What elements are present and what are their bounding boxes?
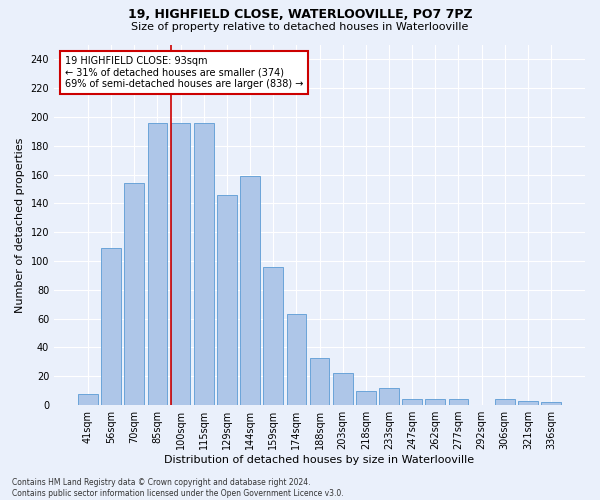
Bar	[402, 400, 422, 405]
Bar	[518, 401, 538, 405]
Bar	[171, 123, 190, 405]
Bar	[217, 195, 237, 405]
Bar	[379, 388, 399, 405]
Bar	[240, 176, 260, 405]
Text: 19, HIGHFIELD CLOSE, WATERLOOVILLE, PO7 7PZ: 19, HIGHFIELD CLOSE, WATERLOOVILLE, PO7 …	[128, 8, 472, 20]
Bar	[449, 400, 468, 405]
Bar	[78, 394, 98, 405]
Bar	[356, 390, 376, 405]
Bar	[101, 248, 121, 405]
Bar	[310, 358, 329, 405]
Text: Contains HM Land Registry data © Crown copyright and database right 2024.
Contai: Contains HM Land Registry data © Crown c…	[12, 478, 344, 498]
Bar	[425, 400, 445, 405]
Bar	[541, 402, 561, 405]
Bar	[495, 400, 515, 405]
Text: 19 HIGHFIELD CLOSE: 93sqm
← 31% of detached houses are smaller (374)
69% of semi: 19 HIGHFIELD CLOSE: 93sqm ← 31% of detac…	[65, 56, 303, 89]
Y-axis label: Number of detached properties: Number of detached properties	[15, 138, 25, 312]
Bar	[287, 314, 306, 405]
Text: Size of property relative to detached houses in Waterlooville: Size of property relative to detached ho…	[131, 22, 469, 32]
Bar	[124, 184, 144, 405]
Bar	[263, 267, 283, 405]
Bar	[148, 123, 167, 405]
Bar	[194, 123, 214, 405]
Bar	[333, 374, 353, 405]
X-axis label: Distribution of detached houses by size in Waterlooville: Distribution of detached houses by size …	[164, 455, 475, 465]
